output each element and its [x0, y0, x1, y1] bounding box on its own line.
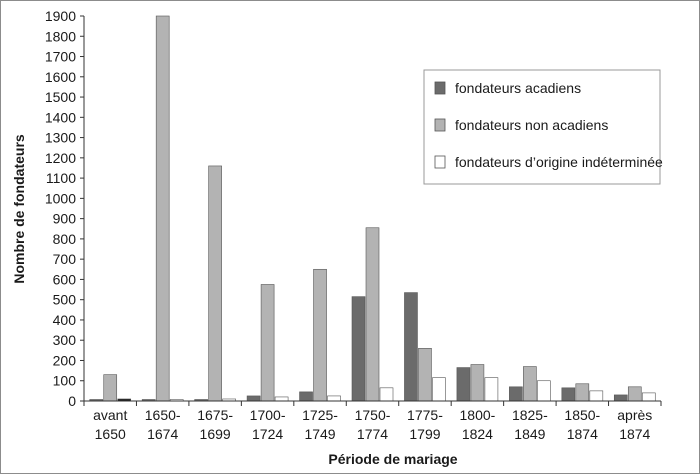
- y-tick-label: 1100: [46, 170, 76, 186]
- x-axis-title: Période de mariage: [328, 451, 457, 467]
- y-tick-label: 1200: [45, 150, 76, 166]
- x-tick-label: après: [617, 407, 652, 423]
- bar-non-acadiens: [523, 366, 537, 402]
- bar-non-acadiens: [627, 386, 642, 402]
- bar-acadiens: [561, 387, 576, 402]
- legend: fondateurs acadiens fondateurs non acadie…: [423, 69, 663, 185]
- x-tick-label: 1825-: [512, 407, 548, 423]
- y-tick-label: 700: [53, 251, 77, 267]
- bar-non-acadiens: [103, 374, 118, 402]
- bar-non-acadiens: [575, 383, 590, 402]
- x-tick-label: 1774: [357, 426, 388, 442]
- y-tick-label: 1700: [45, 49, 76, 65]
- y-tick-label: 1900: [45, 8, 76, 24]
- bar-non-acadiens: [208, 165, 222, 402]
- legend-swatch: [434, 81, 446, 95]
- x-tick-label: 1874: [619, 426, 650, 442]
- y-tick-label: 400: [53, 312, 77, 328]
- x-tick-label: 1700-: [250, 407, 286, 423]
- x-tick-label: 1674: [147, 426, 178, 442]
- y-tick-label: 200: [53, 352, 77, 368]
- bar-indetermines: [432, 377, 446, 402]
- y-tick-label: 800: [53, 231, 77, 247]
- y-axis-title: Nombre de fondateurs: [11, 134, 27, 284]
- x-tick-label: 1849: [514, 426, 545, 442]
- bar-indetermines: [274, 396, 289, 402]
- x-tick-label: 1725-: [302, 407, 338, 423]
- bar-acadiens: [404, 292, 418, 402]
- bar-non-acadiens: [260, 284, 275, 402]
- x-tick-label: 1800-: [460, 407, 496, 423]
- bar-indetermines: [484, 377, 499, 402]
- x-tick-label: avant: [93, 407, 127, 423]
- y-tick-label: 100: [53, 373, 77, 389]
- x-tick-label: 1874: [567, 426, 598, 442]
- y-tick-label: 1600: [45, 69, 76, 85]
- y-tick-label: 1500: [45, 89, 76, 105]
- x-tick-label: 1724: [252, 426, 283, 442]
- bar-non-acadiens: [155, 15, 170, 402]
- bar-acadiens: [351, 296, 366, 402]
- y-tick-label: 1000: [45, 190, 76, 206]
- bar-indetermines: [589, 390, 604, 402]
- bar-non-acadiens: [470, 364, 485, 402]
- bar-acadiens: [299, 391, 313, 402]
- y-tick-label: 0: [68, 393, 76, 409]
- x-tick-label: 1675-: [197, 407, 233, 423]
- legend-label: fondateurs d’origine indéterminée: [455, 154, 663, 170]
- y-tick-label: 500: [53, 292, 77, 308]
- x-tick-label: 1650-: [145, 407, 181, 423]
- x-tick-label: 1824: [462, 426, 493, 442]
- legend-swatch: [434, 155, 446, 169]
- bar-non-acadiens: [365, 227, 380, 402]
- bar-non-acadiens: [313, 268, 327, 402]
- legend-box: [423, 69, 661, 185]
- legend-swatch: [434, 118, 446, 132]
- bar-acadiens: [509, 386, 523, 402]
- x-tick-label: 1750-: [355, 407, 391, 423]
- y-tick-label: 300: [53, 332, 77, 348]
- x-tick-label: 1749: [304, 426, 335, 442]
- bar-indetermines: [379, 387, 394, 402]
- y-tick-label: 1400: [45, 109, 76, 125]
- bar-non-acadiens: [418, 348, 432, 402]
- y-tick-label: 600: [53, 271, 77, 287]
- x-tick-label: 1775-: [407, 407, 443, 423]
- y-tick-label: 1300: [45, 130, 76, 146]
- bar-indetermines: [537, 380, 551, 402]
- x-tick-label: 1850-: [564, 407, 600, 423]
- bar-indetermines: [327, 395, 341, 402]
- x-tick-label: 1799: [409, 426, 440, 442]
- x-tick-label: 1650: [95, 426, 126, 442]
- bar-acadiens: [246, 395, 261, 402]
- y-tick-label: 900: [53, 211, 77, 227]
- y-tick-label: 1800: [45, 28, 76, 44]
- bar-acadiens: [613, 394, 628, 402]
- legend-label: fondateurs acadiens: [455, 80, 581, 96]
- bar-acadiens: [456, 367, 471, 402]
- legend-label: fondateurs non acadiens: [455, 117, 608, 133]
- x-tick-label: 1699: [200, 426, 231, 442]
- bar-indetermines: [641, 392, 656, 402]
